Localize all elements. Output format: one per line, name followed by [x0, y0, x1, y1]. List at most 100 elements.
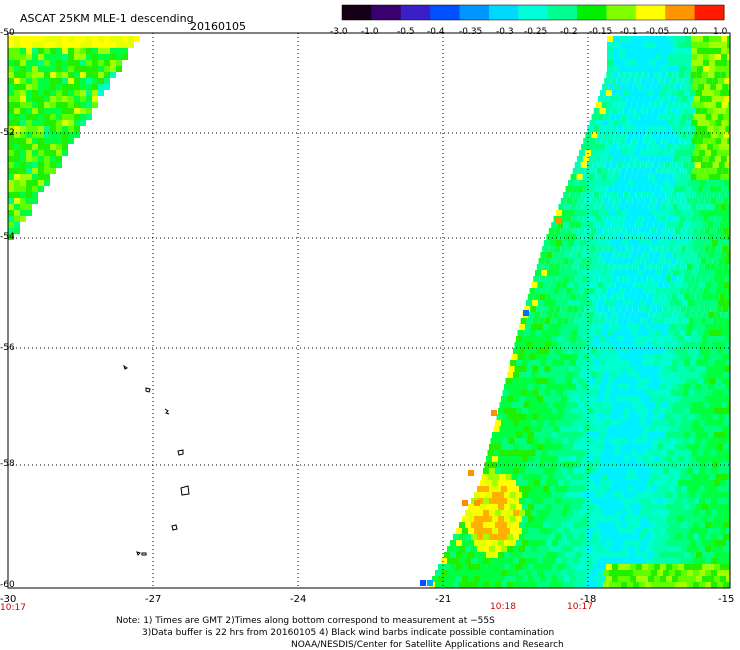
swath-cell	[667, 66, 673, 72]
swath-cell	[44, 168, 50, 174]
swath-cell	[597, 396, 603, 402]
swath-cell	[561, 522, 567, 528]
swath-cell	[681, 396, 687, 402]
swath-cell	[549, 420, 555, 426]
swath-cell	[703, 42, 709, 48]
swath-cell	[711, 510, 717, 516]
swath-cell	[20, 168, 26, 174]
swath-cell	[550, 240, 556, 246]
swath-cell	[712, 210, 718, 216]
swath-cell	[697, 54, 703, 60]
swath-cell	[651, 282, 658, 288]
swath-cell	[699, 558, 705, 564]
swath-cell	[565, 330, 572, 336]
swath-cell	[603, 486, 609, 492]
swath-cell	[667, 48, 673, 54]
swath-cell	[556, 366, 563, 372]
swath-cell	[664, 78, 671, 84]
swath-cell	[691, 102, 698, 108]
swath-cell	[20, 132, 26, 138]
swath-cell	[74, 90, 80, 96]
swath-cell	[658, 366, 665, 372]
swath-cell	[662, 228, 669, 234]
swath-cell	[690, 492, 696, 498]
swath-cell	[639, 498, 645, 504]
swath-cell	[522, 360, 528, 366]
swath-cell	[684, 234, 691, 240]
swath-cell	[588, 336, 594, 342]
swath-cell	[505, 426, 512, 432]
swath-cell	[716, 228, 723, 234]
swath-cell	[597, 582, 603, 588]
swath-cell	[648, 384, 654, 390]
swath-cell	[582, 516, 588, 522]
swath-cell	[14, 102, 20, 108]
swath-cell	[646, 300, 652, 306]
swath-cell	[601, 270, 607, 276]
swath-cell	[495, 420, 501, 426]
swath-cell	[26, 66, 32, 72]
swath-cell	[535, 426, 542, 432]
swath-cell	[594, 552, 600, 558]
swath-cell	[597, 534, 603, 540]
swath-cell	[561, 282, 568, 288]
swath-cell	[691, 450, 698, 456]
swath-cell	[687, 150, 693, 156]
swath-cell	[528, 492, 534, 498]
swath-cell	[631, 216, 638, 222]
swath-cell	[525, 498, 531, 504]
swath-cell	[86, 114, 92, 120]
swath-cell	[719, 126, 726, 132]
swath-cell	[664, 390, 671, 396]
swath-cell	[609, 534, 615, 540]
swath-cell	[703, 66, 709, 72]
swath-cell	[640, 342, 647, 348]
swath-cell	[640, 210, 646, 216]
swath-cell	[642, 408, 648, 414]
swath-cell	[669, 444, 675, 450]
swath-cell	[597, 468, 603, 474]
colorbar-swatch	[687, 5, 696, 20]
swath-cell	[652, 210, 658, 216]
swath-cell	[565, 270, 571, 276]
swath-cell	[623, 192, 630, 198]
swath-cell	[8, 78, 14, 84]
swath-cell	[686, 264, 693, 270]
swath-cell	[104, 78, 110, 84]
swath-cell	[609, 114, 616, 120]
swath-cell	[662, 84, 669, 90]
swath-cell	[552, 576, 558, 582]
swath-cell	[628, 366, 635, 372]
swath-cell	[630, 360, 636, 366]
swath-cell	[726, 564, 730, 570]
lat-label: -58	[0, 459, 15, 469]
swath-cell	[578, 264, 585, 270]
swath-cell	[645, 348, 651, 354]
swath-cell	[459, 582, 465, 588]
swath-cell	[673, 102, 680, 108]
swath-cell	[615, 522, 621, 528]
swath-cell	[676, 210, 682, 216]
swath-cell	[600, 576, 606, 582]
swath-cell	[523, 310, 529, 316]
swath-cell	[672, 552, 678, 558]
swath-cell	[701, 126, 708, 132]
swath-cell	[591, 546, 597, 552]
swath-cell	[629, 108, 636, 114]
swath-cell	[703, 36, 709, 42]
swath-cell	[122, 36, 128, 42]
swath-cell	[62, 96, 68, 102]
swath-cell	[690, 90, 696, 96]
swath-cell	[38, 108, 44, 114]
swath-cell	[441, 582, 447, 588]
swath-cell	[679, 402, 686, 408]
swath-cell	[630, 174, 637, 180]
swath-cell	[535, 270, 541, 276]
swath-cell	[649, 426, 656, 432]
swath-cell	[561, 396, 567, 402]
swath-cell	[14, 54, 20, 60]
swath-cell	[727, 186, 730, 192]
swath-cell	[80, 120, 86, 126]
swath-cell	[651, 498, 657, 504]
swath-cell	[723, 372, 729, 378]
